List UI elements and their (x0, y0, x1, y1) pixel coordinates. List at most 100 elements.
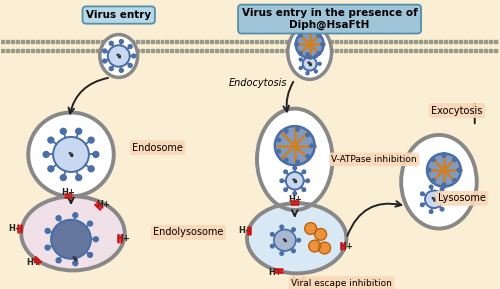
Bar (320, 40, 322, 43)
Bar (176, 49, 178, 52)
Bar (464, 40, 467, 43)
Bar (61, 40, 64, 43)
Bar (160, 40, 164, 43)
Circle shape (293, 166, 296, 170)
Bar (220, 40, 223, 43)
Bar (130, 49, 134, 52)
Bar (56, 49, 59, 52)
Bar (71, 40, 74, 43)
Bar (399, 40, 402, 43)
Bar (370, 49, 372, 52)
Circle shape (45, 229, 50, 233)
Bar (290, 49, 293, 52)
Circle shape (310, 144, 314, 147)
Bar (340, 49, 342, 52)
Bar (384, 49, 387, 52)
Bar (424, 40, 427, 43)
Circle shape (102, 49, 106, 53)
Text: Virus entry: Virus entry (86, 10, 152, 20)
Bar (384, 40, 387, 43)
Bar (245, 40, 248, 43)
Circle shape (321, 42, 324, 46)
Text: H+: H+ (288, 195, 302, 204)
Bar (22, 40, 25, 43)
Bar (81, 49, 84, 52)
Bar (260, 49, 263, 52)
Circle shape (270, 233, 274, 236)
Bar (250, 49, 253, 52)
Bar (380, 49, 382, 52)
Circle shape (420, 192, 424, 196)
Circle shape (457, 168, 460, 172)
Circle shape (73, 213, 78, 218)
Bar (454, 49, 457, 52)
Bar (370, 40, 372, 43)
Bar (120, 49, 124, 52)
Bar (360, 49, 362, 52)
Bar (444, 40, 447, 43)
Circle shape (314, 55, 318, 58)
Bar (136, 40, 138, 43)
Bar (255, 40, 258, 43)
Bar (71, 49, 74, 52)
Circle shape (299, 58, 302, 61)
Circle shape (292, 249, 296, 253)
Text: H+: H+ (8, 224, 22, 233)
Bar (275, 49, 278, 52)
Bar (66, 40, 69, 43)
Circle shape (299, 66, 302, 69)
Circle shape (43, 151, 49, 157)
Circle shape (306, 155, 310, 158)
Bar (250, 40, 253, 43)
Circle shape (442, 154, 446, 157)
Bar (295, 49, 298, 52)
Bar (429, 49, 432, 52)
Bar (484, 40, 486, 43)
Circle shape (306, 53, 309, 56)
Bar (240, 49, 243, 52)
Bar (444, 49, 447, 52)
Circle shape (302, 188, 306, 192)
Bar (324, 49, 328, 52)
Circle shape (56, 258, 61, 263)
Circle shape (76, 128, 82, 134)
Bar (414, 49, 417, 52)
Circle shape (270, 244, 274, 248)
Circle shape (76, 175, 82, 181)
Bar (186, 49, 188, 52)
Text: H+: H+ (96, 200, 110, 209)
Bar (91, 40, 94, 43)
Bar (320, 49, 322, 52)
Circle shape (120, 68, 124, 72)
Bar (344, 49, 348, 52)
Ellipse shape (22, 196, 125, 271)
Bar (31, 40, 34, 43)
Bar (404, 49, 407, 52)
Circle shape (318, 242, 330, 254)
Bar (464, 49, 467, 52)
Circle shape (277, 138, 280, 142)
Circle shape (280, 252, 283, 255)
Bar (374, 40, 378, 43)
Bar (36, 49, 39, 52)
Bar (280, 40, 283, 43)
Bar (260, 40, 263, 43)
Bar (469, 49, 472, 52)
Circle shape (445, 197, 448, 201)
Bar (350, 49, 352, 52)
Bar (96, 49, 99, 52)
Bar (364, 40, 368, 43)
Bar (106, 40, 109, 43)
Bar (494, 40, 496, 43)
Bar (31, 49, 34, 52)
Bar (225, 49, 228, 52)
Bar (414, 40, 417, 43)
Bar (394, 49, 397, 52)
Circle shape (430, 210, 433, 213)
Circle shape (442, 183, 446, 186)
Circle shape (298, 51, 302, 55)
Bar (484, 49, 486, 52)
Bar (6, 40, 10, 43)
Bar (26, 40, 29, 43)
Bar (304, 40, 308, 43)
